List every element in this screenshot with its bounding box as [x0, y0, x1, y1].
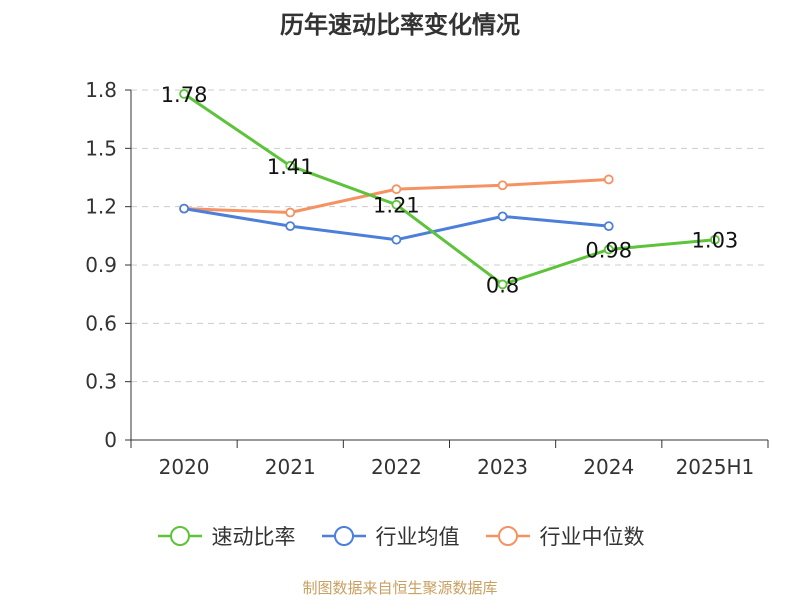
- data-point[interactable]: [285, 160, 296, 171]
- x-tick-label: 2020: [159, 455, 210, 479]
- data-label: 0.8: [486, 273, 519, 297]
- data-label: 1.03: [692, 229, 739, 253]
- legend-swatch: [485, 526, 530, 546]
- x-tick-label: 2024: [583, 455, 634, 479]
- x-tick-label: 2025H1: [676, 455, 755, 479]
- data-point[interactable]: [285, 207, 296, 218]
- y-tick-label: 1.5: [85, 136, 117, 160]
- data-labels: 1.78 1.41 1.21 0.8 0.98 1.03: [161, 83, 739, 298]
- source-note: 制图数据来自恒生聚源数据库: [302, 579, 498, 597]
- legend-swatch: [321, 526, 366, 546]
- x-tick-label: 2022: [371, 455, 422, 479]
- legend: 速动比率 行业均值 行业中位数: [0, 520, 800, 552]
- data-point[interactable]: [497, 211, 508, 222]
- legend-swatch: [157, 526, 202, 546]
- legend-label: 行业均值: [375, 525, 460, 549]
- legend-label: 行业中位数: [539, 525, 645, 549]
- series-lines: [179, 88, 720, 290]
- legend-item-2[interactable]: 行业中位数: [484, 521, 645, 551]
- x-tick-label: 2023: [477, 455, 528, 479]
- data-point[interactable]: [497, 279, 508, 290]
- data-point[interactable]: [391, 199, 402, 210]
- grid-lines: [131, 89, 768, 383]
- data-point[interactable]: [603, 221, 614, 232]
- x-tick-label: 2021: [265, 455, 316, 479]
- data-point[interactable]: [391, 234, 402, 245]
- chart-title: 历年速动比率变化情况: [280, 11, 520, 39]
- y-tick-label: 1.8: [85, 78, 117, 102]
- data-point[interactable]: [603, 174, 614, 185]
- legend-label: 速动比率: [211, 525, 296, 549]
- data-label: 1.21: [373, 194, 420, 218]
- data-point[interactable]: [391, 184, 402, 195]
- data-point[interactable]: [497, 180, 508, 191]
- y-tick-label: 1.2: [85, 195, 117, 219]
- data-point[interactable]: [179, 203, 189, 214]
- data-point[interactable]: [710, 234, 720, 245]
- data-point[interactable]: [179, 88, 189, 99]
- y-tick-label: 0.6: [85, 311, 117, 335]
- y-tick-label: 0.3: [85, 370, 117, 394]
- data-label: 1.41: [267, 155, 314, 179]
- axes: 0 0.3 0.6 0.9 1.2 1.5 1.8 2020 2021 2022 2023 2024 2…: [85, 78, 769, 479]
- legend-item-0[interactable]: 速动比率: [156, 521, 296, 551]
- y-tick-label: 0.9: [85, 253, 117, 277]
- legend-item-1[interactable]: 行业均值: [320, 521, 460, 551]
- data-point[interactable]: [603, 244, 614, 255]
- y-tick-label: 0: [104, 428, 117, 452]
- data-point[interactable]: [285, 221, 296, 232]
- series-line-0: [183, 92, 716, 286]
- data-label: 1.78: [161, 83, 208, 107]
- data-label: 0.98: [585, 238, 632, 262]
